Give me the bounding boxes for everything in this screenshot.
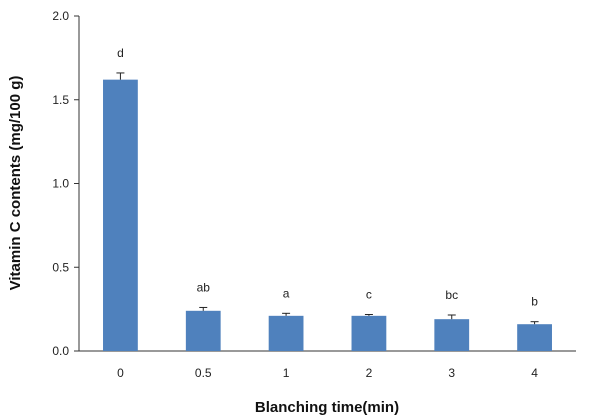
significance-label: d bbox=[117, 46, 124, 60]
y-tick-label: 1.0 bbox=[52, 177, 69, 191]
bar bbox=[268, 315, 304, 351]
x-tick-label: 1 bbox=[283, 366, 290, 380]
x-tick-label: 4 bbox=[531, 366, 538, 380]
bar bbox=[434, 319, 470, 351]
y-tick-label: 2.0 bbox=[52, 9, 69, 23]
x-tick-label: 2 bbox=[366, 366, 373, 380]
y-tick-label: 1.5 bbox=[52, 93, 69, 107]
x-axis-title: Blanching time(min) bbox=[255, 399, 399, 416]
significance-label: bc bbox=[445, 288, 458, 302]
significance-label: b bbox=[531, 295, 538, 309]
x-tick-label: 0 bbox=[117, 366, 124, 380]
y-axis-title: Vitamin C contents (mg/100 g) bbox=[7, 76, 24, 291]
bars: d ab a c bc b bbox=[103, 46, 552, 352]
significance-label: c bbox=[366, 287, 372, 301]
y-tick-label: 0.0 bbox=[52, 344, 69, 358]
y-ticks: 0.0 0.5 1.0 1.5 2.0 bbox=[52, 9, 79, 358]
y-tick-label: 0.5 bbox=[52, 260, 69, 274]
significance-label: a bbox=[283, 286, 290, 300]
bar bbox=[103, 79, 138, 352]
bar bbox=[351, 315, 387, 351]
x-ticks: 0 0.5 1 2 3 4 bbox=[117, 366, 538, 380]
significance-label: ab bbox=[197, 280, 211, 294]
bar bbox=[517, 324, 552, 351]
x-tick-label: 3 bbox=[448, 366, 455, 380]
bar bbox=[185, 310, 221, 351]
x-tick-label: 0.5 bbox=[195, 366, 212, 380]
